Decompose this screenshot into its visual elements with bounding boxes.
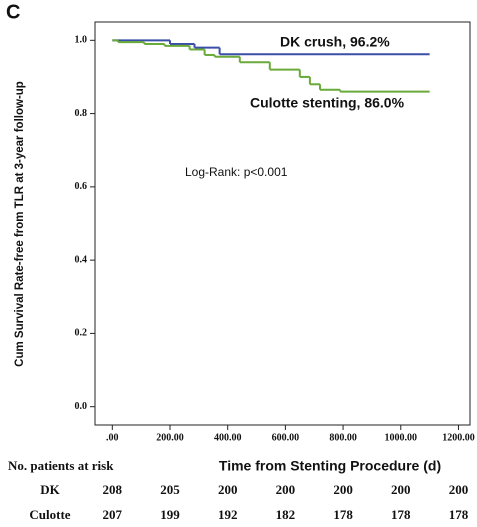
y-tick-label: 0.2 xyxy=(75,328,88,339)
risk-count: 178 xyxy=(391,507,411,522)
x-axis-label: Time from Stenting Procedure (d) xyxy=(219,458,441,474)
x-tick-label: 400.00 xyxy=(214,432,242,443)
risk-title: No. patients at risk xyxy=(8,458,114,473)
x-tick-label: 1000.00 xyxy=(385,432,418,443)
y-tick-label: 0.8 xyxy=(75,108,88,119)
risk-count: 200 xyxy=(218,482,238,497)
y-tick-label: 0.4 xyxy=(75,254,88,265)
risk-count: 207 xyxy=(103,507,123,522)
plot-frame xyxy=(94,21,471,426)
annotation: Log-Rank: p<0.001 xyxy=(185,165,288,179)
y-axis-label: Cum Survival Rate-free from TLR at 3-yea… xyxy=(14,81,26,367)
risk-count: 200 xyxy=(391,482,411,497)
risk-count: 199 xyxy=(160,507,180,522)
risk-count: 192 xyxy=(218,507,238,522)
risk-count: 208 xyxy=(103,482,123,497)
x-tick-label: 600.00 xyxy=(272,432,300,443)
risk-count: 200 xyxy=(276,482,296,497)
x-tick-label: .00 xyxy=(106,432,119,443)
risk-count: 178 xyxy=(333,507,353,522)
annotation: DK crush, 96.2% xyxy=(280,34,390,50)
y-tick-label: 1.0 xyxy=(75,35,88,46)
annotation: Culotte stenting, 86.0% xyxy=(250,95,405,111)
risk-row-label: DK xyxy=(40,482,60,497)
risk-count: 200 xyxy=(449,482,469,497)
risk-count: 200 xyxy=(333,482,353,497)
panel-label: C xyxy=(6,1,20,23)
x-tick-label: 200.00 xyxy=(156,432,184,443)
risk-count: 182 xyxy=(276,507,296,522)
x-tick-label: 1200.00 xyxy=(442,432,475,443)
y-tick-label: 0.6 xyxy=(75,181,88,192)
risk-count: 205 xyxy=(160,482,180,497)
risk-row-label: Culotte xyxy=(29,507,70,522)
risk-count: 178 xyxy=(449,507,469,522)
x-tick-label: 800.00 xyxy=(329,432,357,443)
y-tick-label: 0.0 xyxy=(75,401,88,412)
